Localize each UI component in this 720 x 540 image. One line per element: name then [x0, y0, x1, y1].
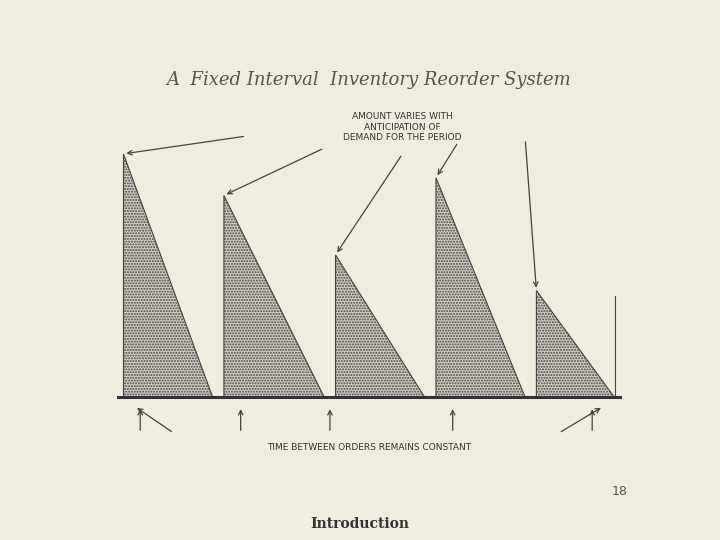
- Text: 18: 18: [611, 485, 627, 498]
- Text: Introduction: Introduction: [310, 517, 410, 531]
- Text: A  Fixed Interval  Inventory Reorder System: A Fixed Interval Inventory Reorder Syste…: [166, 71, 572, 89]
- Polygon shape: [436, 178, 526, 397]
- Text: TIME BETWEEN ORDERS REMAINS CONSTANT: TIME BETWEEN ORDERS REMAINS CONSTANT: [267, 443, 471, 453]
- Polygon shape: [224, 195, 324, 397]
- Polygon shape: [536, 291, 615, 397]
- Polygon shape: [336, 255, 425, 397]
- Polygon shape: [124, 154, 213, 397]
- Text: AMOUNT VARIES WITH
ANTICIPATION OF
DEMAND FOR THE PERIOD: AMOUNT VARIES WITH ANTICIPATION OF DEMAN…: [343, 112, 462, 142]
